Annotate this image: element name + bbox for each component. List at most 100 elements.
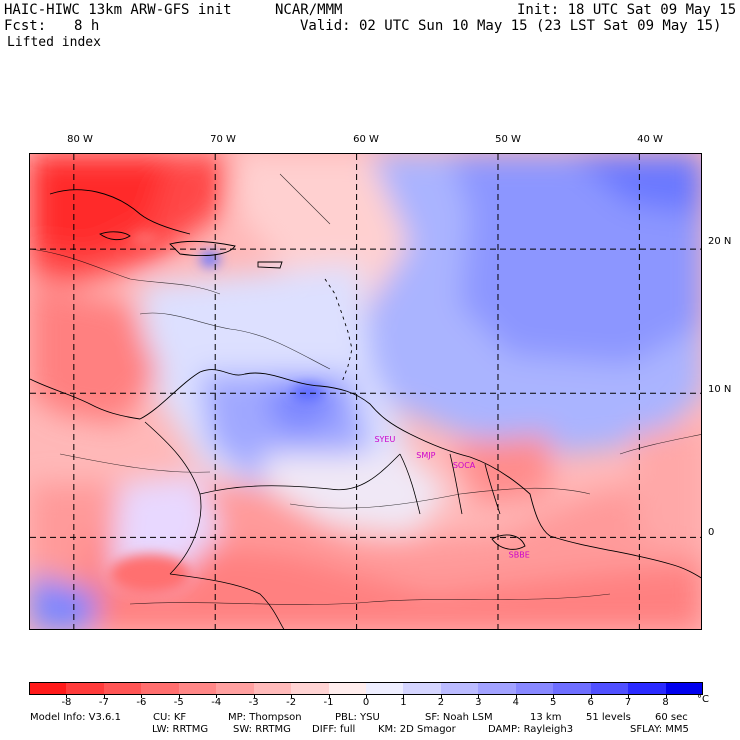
lifted-index-field: [30, 154, 701, 629]
colorbar-swatch: [440, 682, 479, 695]
footer-resolution: 13 km: [530, 712, 562, 723]
colorbar-label: 6: [587, 697, 594, 708]
coast-panama: [30, 378, 141, 420]
colorbar-swatch: [403, 682, 442, 695]
colorbar-tick: [291, 695, 293, 698]
footer-km: KM: 2D Smagor: [378, 724, 456, 735]
coast-puerto-rico: [257, 261, 283, 269]
footer-cu: CU: KF: [153, 712, 187, 723]
footer-damp: DAMP: Rayleigh3: [488, 724, 574, 735]
footer-pbl: PBL: YSU: [335, 712, 380, 723]
colorbar-swatch: [366, 682, 404, 695]
station-labels: SYEU SMJP SOCA SBBE: [374, 435, 529, 559]
lon-label-60w: 60 W: [353, 134, 379, 145]
forecast-hour: 8 h: [74, 18, 100, 34]
colorbar-unit: °C: [697, 694, 709, 705]
station-syeu: SYEU: [374, 435, 395, 444]
colorbar-label: 5: [550, 697, 557, 708]
colorbar-label: 7: [624, 697, 632, 708]
footer-sflay: SFLAY: MM5: [630, 724, 689, 735]
model-title: HAIC-HIWC 13km ARW-GFS init: [4, 2, 232, 18]
colorbar-swatch: [141, 682, 180, 695]
coast-hispaniola: [169, 240, 236, 257]
colorbar-tick: [403, 695, 405, 698]
colorbar-label: -1: [323, 697, 334, 708]
colorbar-swatch: [328, 682, 367, 695]
border-suriname: [449, 453, 463, 515]
init-time: Init: 18 UTC Sat 09 May 15: [517, 2, 737, 18]
border-guyana: [399, 453, 421, 515]
isoline-2: [139, 312, 331, 370]
border-venezuela-brazil: [199, 453, 401, 495]
colorbar-swatch: [178, 682, 217, 695]
colorbar-swatch: [628, 682, 667, 695]
colorbar-tick: [366, 695, 367, 698]
colorbar-tick: [553, 695, 555, 698]
lon-label-50w: 50 W: [495, 134, 521, 145]
coast-guianas: [409, 433, 551, 537]
colorbar-label: -5: [173, 697, 184, 708]
lat-label-20n: 20 N: [708, 236, 732, 247]
colorbar-tick: [66, 695, 68, 698]
lat-label-10n: 10 N: [708, 384, 732, 395]
colorbar-tick: [440, 695, 442, 698]
colorbar-swatch: [515, 682, 554, 695]
isoline-7: [129, 593, 611, 605]
forecast-label: Fcst:: [4, 18, 47, 34]
footer-sf: SF: Noah LSM: [425, 712, 493, 723]
colorbar-swatch: [216, 682, 255, 695]
colorbar-label: 3: [475, 697, 482, 708]
coastlines: [30, 189, 701, 629]
colorbar-swatch: [29, 682, 67, 695]
colorbar-swatch: [291, 682, 330, 695]
organization-label: NCAR/MMM: [275, 2, 343, 18]
isoline-4: [59, 453, 211, 473]
colorbar-swatch: [590, 682, 629, 695]
colorbar-swatch: [103, 682, 142, 695]
colorbar-label: 8: [662, 697, 669, 708]
valid-time: Valid: 02 UTC Sun 10 May 15 (23 LST Sat …: [300, 18, 722, 34]
colorbar-label: -6: [136, 697, 147, 708]
colorbar-tick: [103, 695, 105, 698]
colorbar-tick: [665, 695, 667, 698]
map-canvas: SYEU SMJP SOCA SBBE: [30, 154, 701, 629]
colorbar-tick: [590, 695, 592, 698]
lon-label-80w: 80 W: [67, 134, 93, 145]
isoline-6: [619, 434, 701, 455]
field-name: Lifted index: [7, 35, 101, 50]
colorbar-tick: [253, 695, 255, 698]
coast-brazil-north: [549, 535, 701, 579]
colorbar-label: -8: [61, 697, 72, 708]
lon-label-40w: 40 W: [637, 134, 663, 145]
isoline-1: [30, 248, 221, 295]
colorbar-label: 1: [400, 697, 407, 708]
station-soca: SOCA: [453, 461, 476, 470]
colorbar-swatch: [66, 682, 105, 695]
station-sbbe: SBBE: [509, 551, 530, 560]
lat-lon-grid: [30, 154, 701, 629]
colorbar-swatch: [665, 682, 704, 695]
colorbar-label: 2: [437, 697, 445, 708]
isolines: [30, 173, 701, 605]
colorbar-swatch: [253, 682, 292, 695]
isoline-3: [279, 173, 331, 225]
station-smjp: SMJP: [416, 451, 435, 460]
colorbar-tick: [515, 695, 517, 698]
colorbar-label: -7: [98, 697, 109, 708]
footer-levels: 51 levels: [586, 712, 631, 723]
coast-jamaica: [99, 231, 131, 241]
colorbar-label: -3: [248, 697, 259, 708]
field-detail: [110, 232, 324, 594]
border-peru: [169, 573, 285, 629]
footer-timestep: 60 sec: [655, 712, 688, 723]
colorbar-swatch: [478, 682, 517, 695]
footer-sw: SW: RRTMG: [233, 724, 291, 735]
colorbar-swatch: [553, 682, 592, 695]
footer-diff: DIFF: full: [312, 724, 356, 735]
coast-lesser-antilles: [324, 278, 353, 383]
isoline-5: [289, 487, 591, 509]
lifted-index-map: SYEU SMJP SOCA SBBE: [29, 153, 702, 630]
colorbar-label: -2: [286, 697, 297, 708]
footer-mp: MP: Thompson: [228, 712, 302, 723]
colorbar-label: 0: [362, 697, 370, 708]
